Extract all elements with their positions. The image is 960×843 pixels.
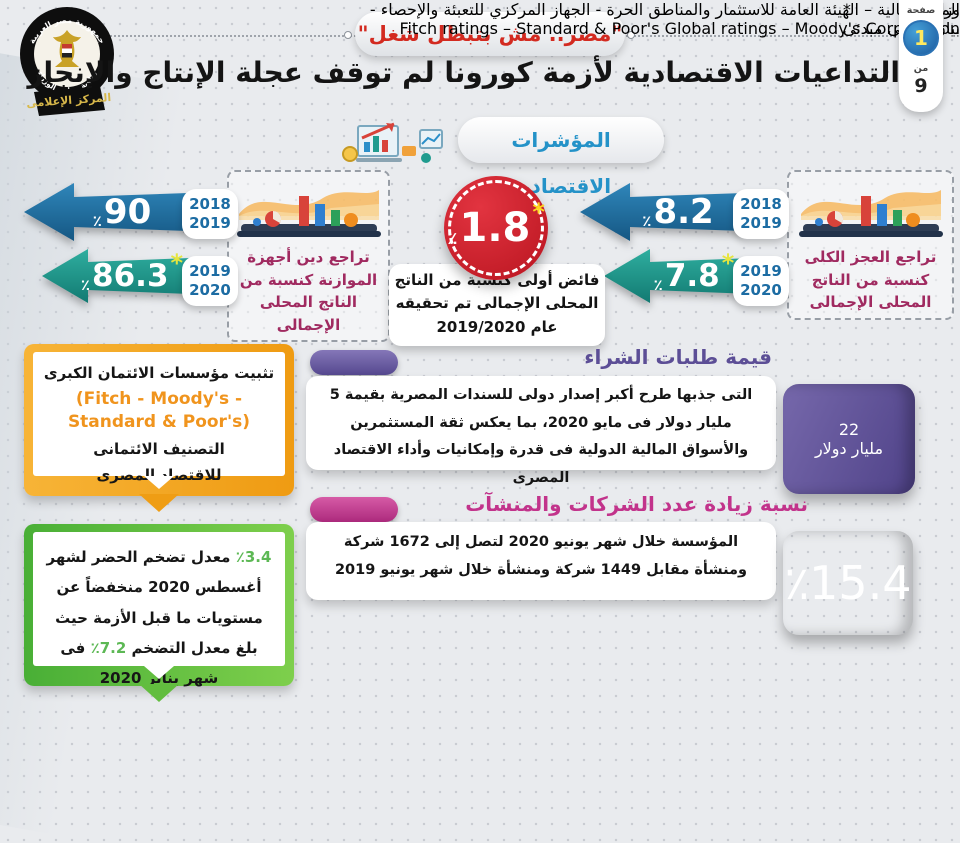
percent-sign: ٪ [92, 212, 102, 230]
bar-chart-illustration-icon [236, 190, 381, 237]
year-line: 2018 [740, 195, 782, 214]
purchase-amount-badge: 22 مليار دولار [783, 384, 915, 494]
percent-sign: ٪ [80, 276, 91, 294]
arrow-value: 86.3 [92, 258, 169, 294]
percent-sign: ٪ [653, 276, 663, 294]
inflation-text: ٪3.4 معدل تضخم الحضر لشهر أغسطس 2020 منخ… [33, 532, 285, 693]
deficit-arrow-78: ٪ 7.8 * [604, 246, 752, 306]
companies-section-title: نسبة زيادة عدد الشركات والمنشآت [465, 492, 808, 516]
line-end-dot-icon [627, 31, 635, 39]
year-line: 2019 [189, 262, 231, 281]
deficit-arrow-82: ٪ 8.2 [580, 180, 744, 244]
asterisk-marker: * [170, 249, 184, 277]
inflation-panel: ٪3.4 معدل تضخم الحضر لشهر أغسطس 2020 منخ… [33, 532, 285, 687]
page-marker: صفحة 1 من 9 [899, 0, 943, 112]
page-total: 9 [914, 75, 928, 97]
bar-chart-illustration-icon [798, 190, 943, 237]
ratings-line4: للاقتصاد المصرى [96, 466, 222, 485]
budget-debt-arrow-86: ٪ 86.3 * [42, 246, 190, 306]
year-line: 2019 [189, 214, 231, 232]
logo-banner [34, 86, 105, 116]
asterisk-marker: * [532, 198, 545, 226]
line-end-dot-icon [344, 31, 352, 39]
purchase-section-title: قيمة طلبات الشراء [584, 345, 772, 369]
sources-line-en: Fitch ratings – Standard & Poor's Global… [399, 19, 960, 38]
inflation-box: ٪3.4 معدل تضخم الحضر لشهر أغسطس 2020 منخ… [24, 524, 294, 687]
purchase-body: التى جذبها طرح أكبر إصدار دولى للسندات ا… [306, 376, 776, 486]
percent-sign: ٪ [447, 229, 458, 249]
companies-body: المؤسسة خلال شهر يونيو 2020 لتصل إلى 167… [306, 522, 776, 600]
budget-debt-card: تراجع دين أجهزة الموازنة كنسبة من الناتج… [227, 170, 390, 342]
ratings-line1: تثبيت مؤسسات الائتمان الكبرى [43, 364, 275, 382]
footnote-asterisk-icon: * [842, 0, 851, 19]
ratings-agencies: (Fitch - Moody's - Standard & Poor's) [67, 389, 251, 433]
year-pill: 2018 2019 [182, 189, 238, 239]
inflation-rate-january: ٪7.2 [90, 638, 127, 657]
year-line: 2020 [189, 281, 231, 299]
section-indicators-header: المؤشرات الاقتصادية [458, 117, 664, 198]
overall-deficit-card: تراجع العجز الكلى كنسبة من الناتج المحلى… [787, 170, 954, 320]
sources-box: وزارة المالية – الهيئة العامة للاستثمار … [370, 0, 960, 38]
credit-ratings-panel: تثبيت مؤسسات الائتمان الكبرى (Fitch - Mo… [33, 352, 285, 489]
inflation-body-1: معدل تضخم الحضر لشهر أغسطس 2020 منخفضاً … [46, 548, 263, 657]
year-pill: 2019 2020 [182, 256, 238, 306]
year-pill: 2018 2019 [733, 189, 789, 239]
year-line: 2019 [740, 214, 782, 232]
companies-growth-value: ٪15.4 [784, 556, 912, 610]
economy-charts-doodle-icon [342, 122, 443, 163]
arrow-value: 90 [103, 192, 152, 232]
credit-ratings-box: تثبيت مؤسسات الائتمان الكبرى (Fitch - Mo… [24, 344, 294, 496]
budget-debt-caption: تراجع دين أجهزة الموازنة كنسبة من الناتج… [239, 248, 378, 334]
orange-pointer-icon [139, 494, 179, 512]
page-word: صفحة [906, 5, 936, 16]
companies-header-pill [310, 497, 398, 522]
year-line: 2018 [189, 195, 231, 214]
sources-line-ar: وزارة المالية – الهيئة العامة للاستثمار … [369, 0, 960, 19]
inflation-rate-august: ٪3.4 [235, 548, 272, 566]
surplus-value: 1.8 [459, 205, 531, 251]
purchase-unit: مليار دولار [814, 439, 884, 458]
overall-deficit-caption: تراجع العجز الكلى كنسبة من الناتج المحلى… [804, 248, 937, 311]
percent-sign: ٪ [642, 212, 652, 230]
asterisk-marker: * [721, 249, 735, 277]
year-line: 2020 [740, 281, 782, 299]
companies-growth-badge: ٪15.4 [783, 531, 913, 635]
budget-debt-arrow-90: ٪ 90 [24, 180, 188, 244]
purchase-header-pill [310, 350, 398, 375]
ratings-line3: التصنيف الائتمانى [93, 440, 225, 459]
page-of-word: من [913, 63, 929, 74]
year-line: 2019 [740, 262, 782, 281]
logo-banner-text: المركز الإعلامى [26, 91, 112, 110]
government-media-center-logo: جمهورية مصر العربية رئاسة مجلس الوزراء ا… [20, 7, 114, 116]
purchase-amount: 22 [838, 420, 860, 439]
year-pill: 2019 2020 [733, 256, 789, 306]
green-pointer-icon [139, 684, 179, 702]
arrow-value: 8.2 [653, 192, 714, 232]
page-title: التداعيات الاقتصادية لأزمة كورونا لم توق… [27, 56, 900, 89]
primary-surplus-badge: ٪ 1.8 * [444, 176, 548, 280]
slogan-ribbon: "مصر.. مش بتبطل شغل" [355, 12, 625, 56]
dashed-ring [448, 180, 544, 276]
arrow-value: 7.8 [664, 258, 720, 294]
page-number-badge: 1 [903, 20, 939, 56]
